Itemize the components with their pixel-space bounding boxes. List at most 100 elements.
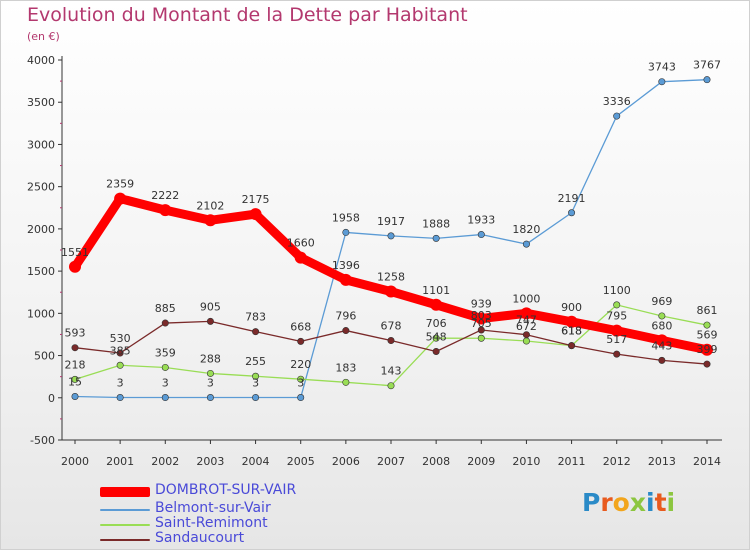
series-point-2 xyxy=(387,382,395,390)
data-label: 672 xyxy=(516,320,537,333)
y-tick-label: 3000 xyxy=(27,138,55,151)
series-point-1 xyxy=(116,394,124,402)
series-point-1 xyxy=(477,231,485,239)
series-point-2 xyxy=(522,337,530,345)
data-label: 517 xyxy=(606,333,627,346)
series-point-3 xyxy=(161,319,169,327)
y-tick-label: 4000 xyxy=(27,54,55,67)
data-label: 183 xyxy=(335,361,356,374)
logo-letter: o xyxy=(612,488,630,517)
logo-letter: r xyxy=(600,488,613,517)
data-label: 3 xyxy=(207,377,214,390)
series-point-3 xyxy=(252,328,260,336)
data-label: 618 xyxy=(561,325,582,338)
data-label: 288 xyxy=(200,352,221,365)
legend-swatch xyxy=(100,487,150,497)
series-point-0 xyxy=(114,192,127,205)
series-point-1 xyxy=(206,394,214,402)
x-tick-label: 2006 xyxy=(332,455,360,468)
data-label: 861 xyxy=(697,304,718,317)
data-label: 803 xyxy=(471,309,492,322)
series-point-2 xyxy=(477,334,485,342)
y-tick-label: 500 xyxy=(34,350,55,363)
x-tick-label: 2000 xyxy=(61,455,89,468)
series-point-0 xyxy=(610,324,623,337)
chart-title: Evolution du Montant de la Dette par Hab… xyxy=(27,4,468,26)
series-point-3 xyxy=(432,348,440,356)
data-label: 1917 xyxy=(377,215,405,228)
series-point-1 xyxy=(658,78,666,86)
data-label: 3336 xyxy=(603,95,631,108)
series-point-0 xyxy=(339,273,352,286)
series-point-2 xyxy=(658,312,666,320)
series-point-0 xyxy=(204,214,217,227)
x-tick-label: 2007 xyxy=(377,455,405,468)
series-point-0 xyxy=(475,312,488,325)
data-label: 3743 xyxy=(648,61,676,74)
data-label: 1101 xyxy=(422,284,450,297)
series-point-1 xyxy=(71,393,79,401)
series-point-1 xyxy=(613,112,621,120)
logo-letter: i xyxy=(666,488,676,517)
series-point-3 xyxy=(477,326,485,334)
series-point-3 xyxy=(613,350,621,358)
x-tick-label: 2004 xyxy=(242,455,270,468)
series-point-2 xyxy=(703,321,711,329)
data-label: 548 xyxy=(426,331,447,344)
y-tick-label: -500 xyxy=(30,434,55,447)
series-point-2 xyxy=(71,375,79,383)
y-tick-label: 3500 xyxy=(27,96,55,109)
series-point-3 xyxy=(206,317,214,325)
data-label: 1660 xyxy=(287,237,315,250)
data-label: 680 xyxy=(651,319,672,332)
series-point-0 xyxy=(520,307,533,320)
x-tick-label: 2010 xyxy=(512,455,540,468)
series-point-0 xyxy=(294,251,307,264)
series-point-1 xyxy=(161,394,169,402)
series-point-2 xyxy=(161,363,169,371)
proxiti-logo: Proxiti xyxy=(582,488,675,517)
logo-letter: i xyxy=(646,488,655,517)
x-tick-label: 2005 xyxy=(287,455,315,468)
logo-letter: P xyxy=(582,488,601,517)
legend-label: Sandaucourt xyxy=(155,530,245,546)
series-point-0 xyxy=(159,204,172,217)
data-label: 3 xyxy=(117,377,124,390)
series-point-2 xyxy=(206,369,214,377)
series-point-3 xyxy=(387,337,395,345)
x-tick-label: 2014 xyxy=(693,455,721,468)
series-point-0 xyxy=(655,334,668,347)
data-label: 3 xyxy=(297,377,304,390)
series-point-2 xyxy=(297,375,305,383)
data-label: 2222 xyxy=(151,189,179,202)
y-tick-label: 1500 xyxy=(27,265,55,278)
series-point-0 xyxy=(69,260,81,273)
data-label: 1888 xyxy=(422,217,450,230)
series-point-3 xyxy=(71,344,79,352)
series-point-3 xyxy=(297,337,305,345)
x-tick-label: 2001 xyxy=(106,455,134,468)
y-tick-label: 1000 xyxy=(27,307,55,320)
data-label: 783 xyxy=(245,311,266,324)
data-label: 3 xyxy=(162,377,169,390)
x-tick-label: 2002 xyxy=(151,455,179,468)
logo-letter: x xyxy=(629,488,646,517)
series-point-0 xyxy=(385,285,397,298)
data-label: 569 xyxy=(697,329,718,342)
data-label: 220 xyxy=(290,358,311,371)
series-point-0 xyxy=(701,343,713,356)
data-label: 618 xyxy=(561,325,582,338)
data-label: 2191 xyxy=(558,192,586,205)
y-tick-label: 0 xyxy=(48,392,55,405)
data-label: 747 xyxy=(516,314,537,327)
data-label: 1958 xyxy=(332,211,360,224)
series-point-0 xyxy=(249,208,262,221)
data-label: 593 xyxy=(65,327,86,340)
series-point-3 xyxy=(522,331,530,339)
x-tick-label: 2008 xyxy=(422,455,450,468)
series-point-1 xyxy=(252,394,260,402)
data-label: 359 xyxy=(155,346,176,359)
series-point-1 xyxy=(568,209,576,217)
data-label: 1820 xyxy=(512,223,540,236)
series-point-3 xyxy=(703,360,711,368)
